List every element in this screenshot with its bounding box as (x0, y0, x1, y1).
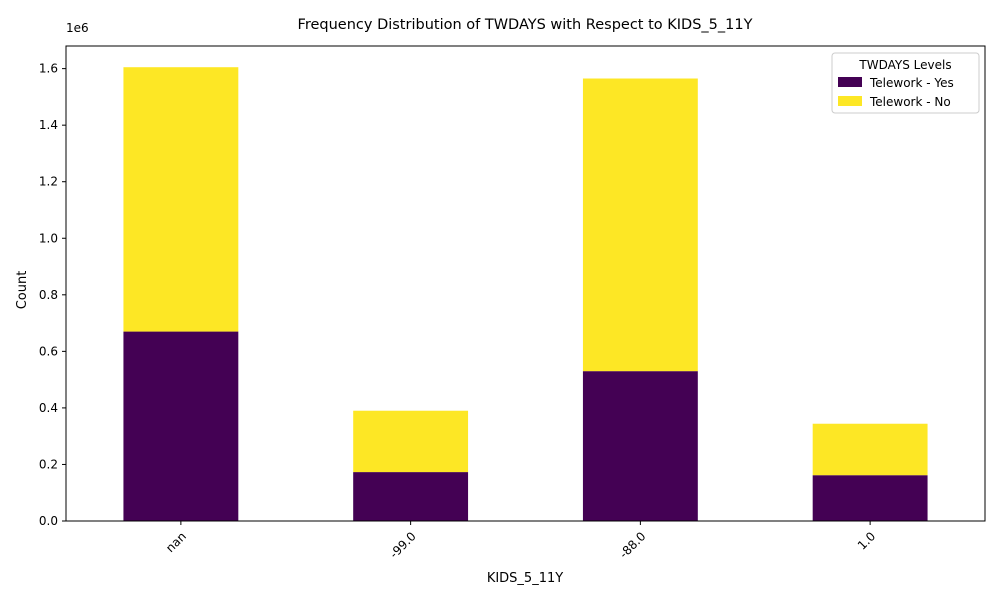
chart-title: Frequency Distribution of TWDAYS with Re… (298, 17, 753, 33)
x-tick-label: -99.0 (387, 529, 419, 561)
bar-telework-yes-0 (123, 331, 239, 521)
legend-box (831, 52, 980, 114)
x-tick-label: 1.0 (855, 529, 878, 552)
x-axis: nan -99.0 -88.0 1.0 (163, 521, 878, 561)
legend: TWDAYS Levels Telework - Yes Telework - No (831, 52, 980, 114)
bar-telework-yes-2 (582, 371, 698, 521)
legend-title: TWDAYS Levels (858, 58, 951, 72)
axes-frame (65, 45, 986, 522)
plot-area (65, 45, 986, 522)
y-tick-label: 0.4 (39, 401, 58, 415)
x-tick-label: nan (163, 529, 189, 555)
y-axis-label: Count (15, 271, 30, 310)
x-tick-label: -88.0 (617, 529, 649, 561)
bar-telework-no-0 (123, 67, 239, 332)
bar-telework-yes-3 (812, 475, 928, 521)
y-axis: 0.0 0.2 0.4 0.6 0.8 1.0 1.2 1.4 1.6 (39, 62, 66, 528)
legend-swatch-telework-yes (838, 77, 862, 87)
legend-label-telework-no: Telework - No (869, 95, 951, 109)
y-tick-label: 1.6 (39, 62, 58, 76)
y-axis-scale-label: 1e6 (66, 21, 89, 35)
y-tick-label: 1.4 (39, 118, 58, 132)
y-tick-label: 0.2 (39, 457, 58, 471)
y-tick-label: 0.0 (39, 514, 58, 528)
bar-telework-no-2 (582, 78, 698, 372)
y-tick-label: 1.2 (39, 175, 58, 189)
legend-label-telework-yes: Telework - Yes (869, 76, 954, 90)
bar-telework-no-3 (812, 423, 928, 476)
y-tick-label: 1.0 (39, 231, 58, 245)
y-tick-label: 0.8 (39, 288, 58, 302)
bar-telework-no-1 (353, 410, 469, 473)
y-tick-label: 0.6 (39, 344, 58, 358)
x-axis-label: KIDS_5_11Y (487, 571, 563, 586)
legend-swatch-telework-no (838, 96, 862, 106)
bar-telework-yes-1 (353, 472, 469, 521)
